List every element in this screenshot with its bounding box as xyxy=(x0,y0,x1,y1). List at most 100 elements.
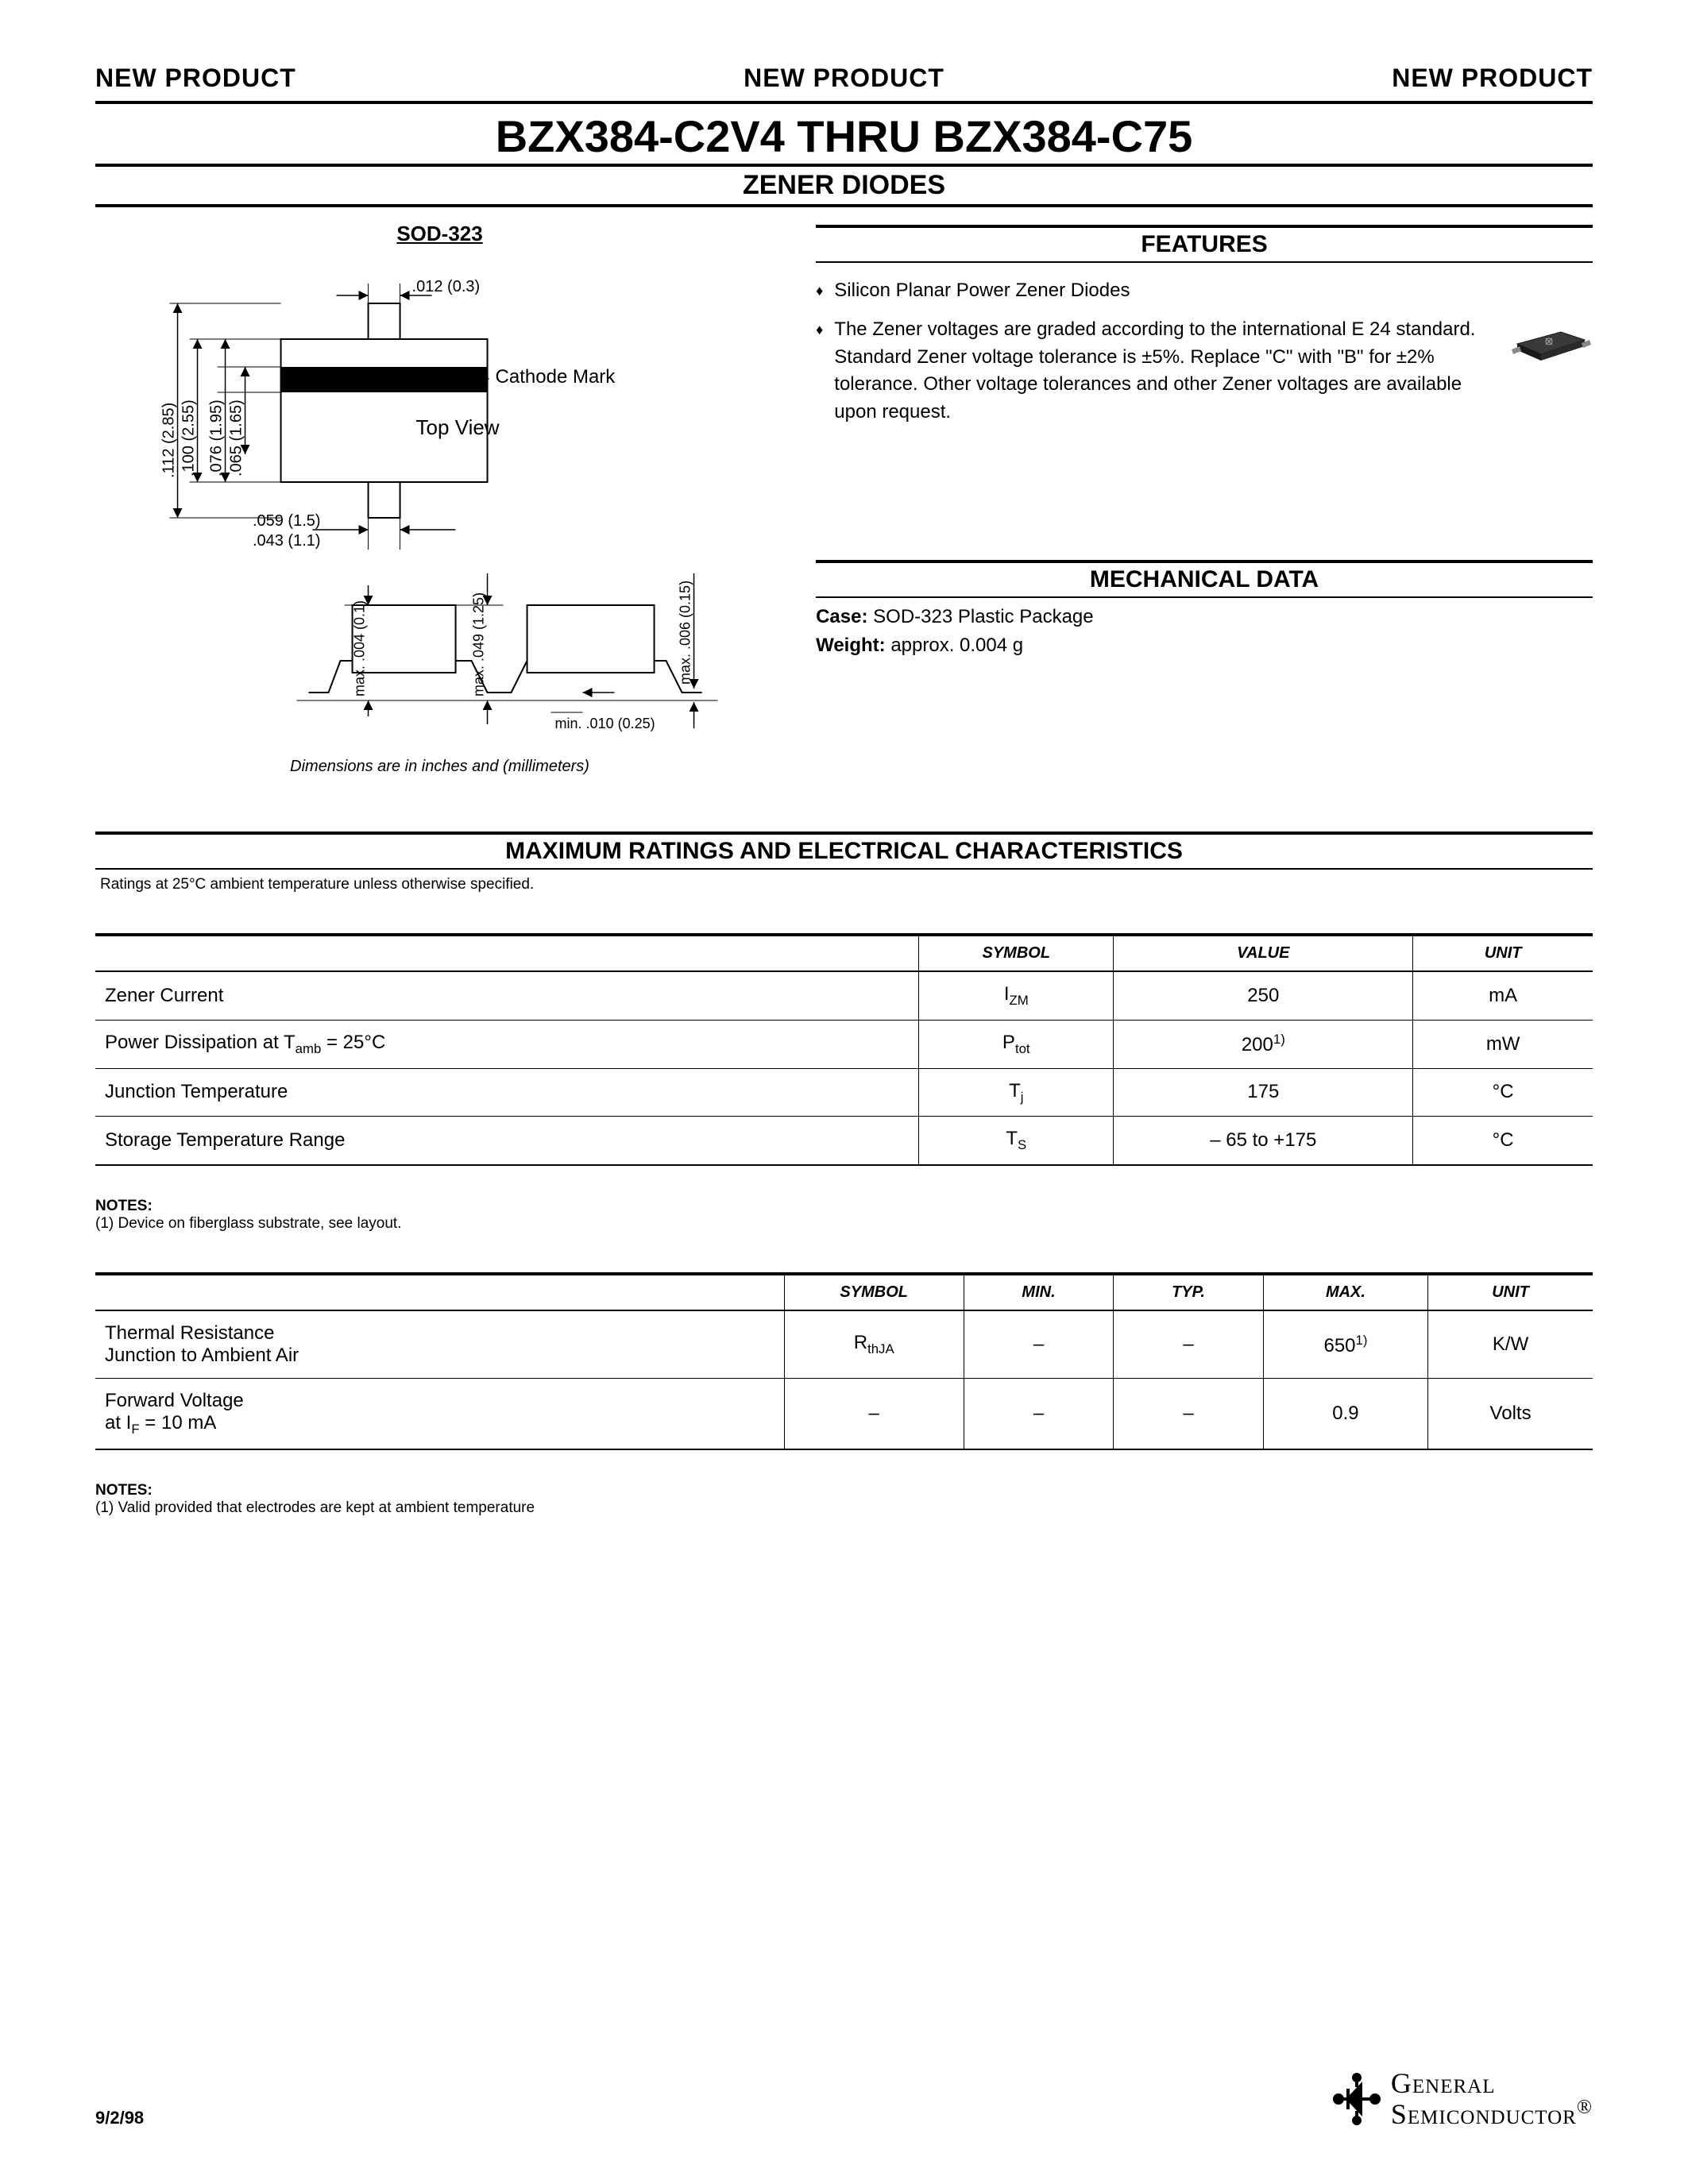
table-row: Storage Temperature RangeTS– 65 to +175°… xyxy=(95,1117,1593,1165)
mechanical-body: Case: SOD-323 Plastic Package Weight: ap… xyxy=(816,598,1593,660)
page-footer: 9/2/98 General Semiconductor® xyxy=(95,2069,1593,2128)
logo-mark-icon xyxy=(1329,2071,1385,2127)
svg-text:max. .049 (1.25): max. .049 (1.25) xyxy=(471,592,487,696)
table-header: SYMBOL xyxy=(919,935,1114,971)
banner-left: NEW PRODUCT xyxy=(95,64,296,93)
feature-text: Silicon Planar Power Zener Diodes xyxy=(834,277,1593,305)
svg-text:min. .010 (0.25): min. .010 (0.25) xyxy=(555,716,655,731)
company-logo: General Semiconductor® xyxy=(1329,2069,1593,2128)
package-label: SOD-323 xyxy=(95,222,784,246)
table-cell: mA xyxy=(1413,971,1593,1020)
table-cell: °C xyxy=(1413,1117,1593,1165)
svg-text:.059 (1.5): .059 (1.5) xyxy=(253,512,321,530)
features-list: Silicon Planar Power Zener Diodes The Ze… xyxy=(816,263,1593,426)
weight-label: Weight: xyxy=(816,635,886,656)
ratings-condition: Ratings at 25°C ambient temperature unle… xyxy=(100,876,1593,893)
table-header xyxy=(95,1274,784,1310)
table-cell: Ptot xyxy=(919,1020,1114,1068)
table-header: UNIT xyxy=(1428,1274,1593,1310)
main-title: BZX384-C2V4 THRU BZX384-C75 xyxy=(95,104,1593,164)
package-diagram: Top View Cathode Mark .012 (0.3) xyxy=(95,256,784,748)
table-cell: 0.9 xyxy=(1263,1379,1427,1449)
table-row: Forward Voltageat IF = 10 mA–––0.9Volts xyxy=(95,1379,1593,1449)
t1-body: Zener CurrentIZM250mAPower Dissipation a… xyxy=(95,971,1593,1165)
table-cell: mW xyxy=(1413,1020,1593,1068)
weight-value: approx. 0.004 g xyxy=(890,635,1023,656)
svg-text:.112 (2.85): .112 (2.85) xyxy=(160,403,178,478)
table-cell: – xyxy=(964,1310,1114,1379)
svg-text:.100 (2.55): .100 (2.55) xyxy=(180,399,198,477)
t2-body: Thermal ResistanceJunction to Ambient Ai… xyxy=(95,1310,1593,1449)
t1-head-row: SYMBOLVALUEUNIT xyxy=(95,935,1593,971)
ratings-table-1: SYMBOLVALUEUNIT Zener CurrentIZM250mAPow… xyxy=(95,933,1593,1166)
table-cell: RthJA xyxy=(784,1310,964,1379)
table-cell: °C xyxy=(1413,1068,1593,1117)
table-cell: K/W xyxy=(1428,1310,1593,1379)
package-column: SOD-323 Top View Cathode Mark xyxy=(95,222,784,776)
svg-text:.012 (0.3): .012 (0.3) xyxy=(412,278,481,295)
table-row: Zener CurrentIZM250mA xyxy=(95,971,1593,1020)
table-header xyxy=(95,935,919,971)
table-cell: TS xyxy=(919,1117,1114,1165)
case-label: Case: xyxy=(816,606,867,627)
features-heading: FEATURES xyxy=(816,225,1593,263)
footer-date: 9/2/98 xyxy=(95,2108,144,2128)
case-value: SOD-323 Plastic Package xyxy=(873,606,1093,627)
dimensions-note: Dimensions are in inches and (millimeter… xyxy=(95,758,784,776)
logo-text: General Semiconductor® xyxy=(1391,2069,1593,2128)
table-cell: Zener Current xyxy=(95,971,919,1020)
svg-text:.065 (1.65): .065 (1.65) xyxy=(228,399,245,477)
table-row: Junction TemperatureTj175°C xyxy=(95,1068,1593,1117)
table-row: Power Dissipation at Tamb = 25°CPtot2001… xyxy=(95,1020,1593,1068)
table-cell: Thermal ResistanceJunction to Ambient Ai… xyxy=(95,1310,784,1379)
table-header: VALUE xyxy=(1114,935,1413,971)
ratings-table-2: SYMBOLMIN.TYP.MAX.UNIT Thermal Resistanc… xyxy=(95,1272,1593,1450)
chip-icon xyxy=(1505,316,1593,364)
table-header: MIN. xyxy=(964,1274,1114,1310)
notes-block-1: NOTES: (1) Device on fiberglass substrat… xyxy=(95,1198,1593,1233)
table-cell: – xyxy=(784,1379,964,1449)
table-cell: Volts xyxy=(1428,1379,1593,1449)
table-cell: IZM xyxy=(919,971,1114,1020)
cathode-mark-label: Cathode Mark xyxy=(496,366,616,388)
table-cell: – 65 to +175 xyxy=(1114,1117,1413,1165)
banner-right: NEW PRODUCT xyxy=(1392,64,1593,93)
table-header: SYMBOL xyxy=(784,1274,964,1310)
feature-text: The Zener voltages are graded according … xyxy=(834,316,1497,426)
table-cell: Forward Voltageat IF = 10 mA xyxy=(95,1379,784,1449)
feature-item: The Zener voltages are graded according … xyxy=(816,316,1593,426)
notes-body: (1) Device on fiberglass substrate, see … xyxy=(95,1215,401,1232)
notes-block-2: NOTES: (1) Valid provided that electrode… xyxy=(95,1482,1593,1517)
table-cell: Storage Temperature Range xyxy=(95,1117,919,1165)
table-cell: – xyxy=(1114,1379,1264,1449)
table-header: TYP. xyxy=(1114,1274,1264,1310)
feature-item: Silicon Planar Power Zener Diodes xyxy=(816,277,1593,305)
notes-body: (1) Valid provided that electrodes are k… xyxy=(95,1499,535,1516)
table-cell: Tj xyxy=(919,1068,1114,1117)
table-cell: Junction Temperature xyxy=(95,1068,919,1117)
sub-title: ZENER DIODES xyxy=(95,164,1593,207)
ratings-heading: MAXIMUM RATINGS AND ELECTRICAL CHARACTER… xyxy=(95,832,1593,870)
svg-text:.043 (1.1): .043 (1.1) xyxy=(253,532,321,550)
table-cell: 175 xyxy=(1114,1068,1413,1117)
table-row: Thermal ResistanceJunction to Ambient Ai… xyxy=(95,1310,1593,1379)
notes-head: NOTES: xyxy=(95,1482,153,1499)
mechanical-heading: MECHANICAL DATA xyxy=(816,560,1593,598)
table-header: MAX. xyxy=(1263,1274,1427,1310)
svg-text:max. .006 (0.15): max. .006 (0.15) xyxy=(678,581,693,685)
table-cell: 6501) xyxy=(1263,1310,1427,1379)
features-column: FEATURES Silicon Planar Power Zener Diod… xyxy=(816,222,1593,776)
t2-head-row: SYMBOLMIN.TYP.MAX.UNIT xyxy=(95,1274,1593,1310)
top-view-label: Top View xyxy=(416,415,500,439)
table-cell: 2001) xyxy=(1114,1020,1413,1068)
header-banner: NEW PRODUCT NEW PRODUCT NEW PRODUCT xyxy=(95,64,1593,104)
table-cell: 250 xyxy=(1114,971,1413,1020)
banner-center: NEW PRODUCT xyxy=(744,64,944,93)
table-cell: – xyxy=(1114,1310,1264,1379)
table-cell: – xyxy=(964,1379,1114,1449)
svg-text:max. .004 (0.1): max. .004 (0.1) xyxy=(352,600,368,696)
svg-text:.076 (1.95): .076 (1.95) xyxy=(208,399,226,477)
top-two-column: SOD-323 Top View Cathode Mark xyxy=(95,222,1593,776)
notes-head: NOTES: xyxy=(95,1198,153,1214)
table-header: UNIT xyxy=(1413,935,1593,971)
